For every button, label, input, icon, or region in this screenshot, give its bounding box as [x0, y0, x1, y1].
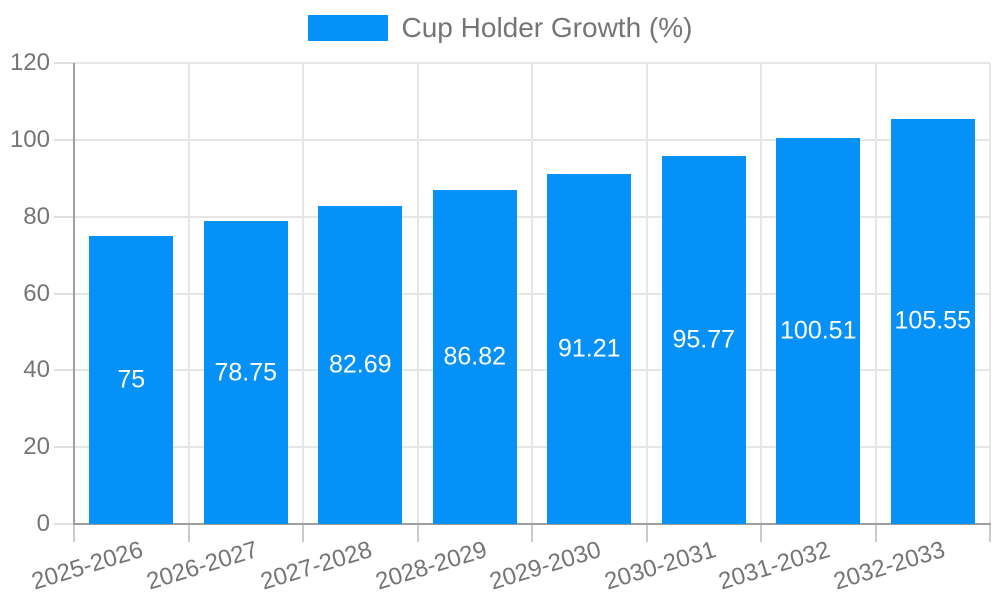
y-axis-tick-label: 100 — [9, 125, 50, 153]
x-gridline — [531, 63, 533, 524]
x-gridline — [760, 63, 762, 524]
x-tick-mark — [416, 524, 419, 542]
x-tick-mark — [73, 524, 75, 542]
y-tick-mark — [54, 523, 74, 525]
y-axis-tick-label: 20 — [23, 433, 50, 461]
bar-value-label: 91.21 — [557, 334, 621, 363]
y-tick-mark — [54, 292, 74, 295]
x-axis-line — [73, 523, 991, 525]
y-axis-tick-label: 0 — [36, 510, 50, 537]
bar-value-label: 95.77 — [672, 325, 736, 354]
y-tick-mark — [54, 446, 74, 449]
bar-value-label: 78.75 — [214, 358, 278, 387]
x-gridline — [989, 63, 991, 524]
bar-2032-2033[interactable]: 105.55 — [890, 118, 975, 524]
x-axis-category-label: 2029-2030 — [486, 536, 605, 596]
y-axis-tick-label: 120 — [9, 49, 50, 76]
x-gridline — [187, 63, 190, 524]
x-tick-mark — [645, 524, 648, 542]
x-gridline — [416, 63, 419, 524]
y-axis-tick-label: 60 — [23, 279, 50, 307]
bar-2028-2029[interactable]: 86.82 — [432, 190, 517, 524]
x-axis-category-label: 2028-2029 — [372, 536, 491, 596]
legend[interactable]: Cup Holder Growth (%) — [0, 14, 1000, 42]
x-gridline — [302, 63, 304, 524]
legend-swatch — [307, 15, 388, 41]
x-gridline — [645, 63, 648, 524]
bar-value-label: 105.55 — [894, 306, 971, 335]
bar-2025-2026[interactable]: 75 — [89, 235, 174, 524]
x-axis-category-label: 2032-2033 — [830, 536, 949, 596]
x-tick-mark — [302, 524, 304, 542]
legend-label: Cup Holder Growth (%) — [401, 12, 693, 43]
bar-2029-2030[interactable]: 91.21 — [547, 173, 632, 524]
x-axis-category-label: 2031-2032 — [715, 536, 834, 596]
x-axis-category-label: 2030-2031 — [601, 536, 720, 596]
bar-value-label: 86.82 — [443, 342, 507, 371]
y-tick-mark — [54, 369, 74, 372]
x-tick-mark — [874, 524, 877, 542]
bar-value-label: 82.69 — [328, 350, 392, 379]
y-axis-line — [73, 63, 75, 524]
x-axis-category-label: 2025-2026 — [28, 536, 147, 596]
bar-value-label: 75 — [117, 365, 146, 394]
x-axis-category-label: 2027-2028 — [257, 536, 376, 596]
bar-2027-2028[interactable]: 82.69 — [318, 206, 403, 524]
x-tick-mark — [989, 524, 991, 542]
x-tick-mark — [187, 524, 190, 542]
bar-2030-2031[interactable]: 95.77 — [661, 156, 746, 524]
bar-2031-2032[interactable]: 100.51 — [776, 137, 861, 524]
y-axis-tick-label: 40 — [23, 356, 50, 384]
x-axis-category-label: 2026-2027 — [143, 536, 262, 596]
y-tick-mark — [54, 138, 74, 141]
bar-2026-2027[interactable]: 78.75 — [203, 221, 288, 524]
y-tick-mark — [54, 215, 74, 218]
x-tick-mark — [531, 524, 533, 542]
bar-value-label: 100.51 — [780, 316, 857, 345]
x-tick-mark — [760, 524, 762, 542]
x-gridline — [874, 63, 877, 524]
y-tick-mark — [54, 62, 74, 64]
y-axis-tick-label: 80 — [23, 202, 50, 230]
